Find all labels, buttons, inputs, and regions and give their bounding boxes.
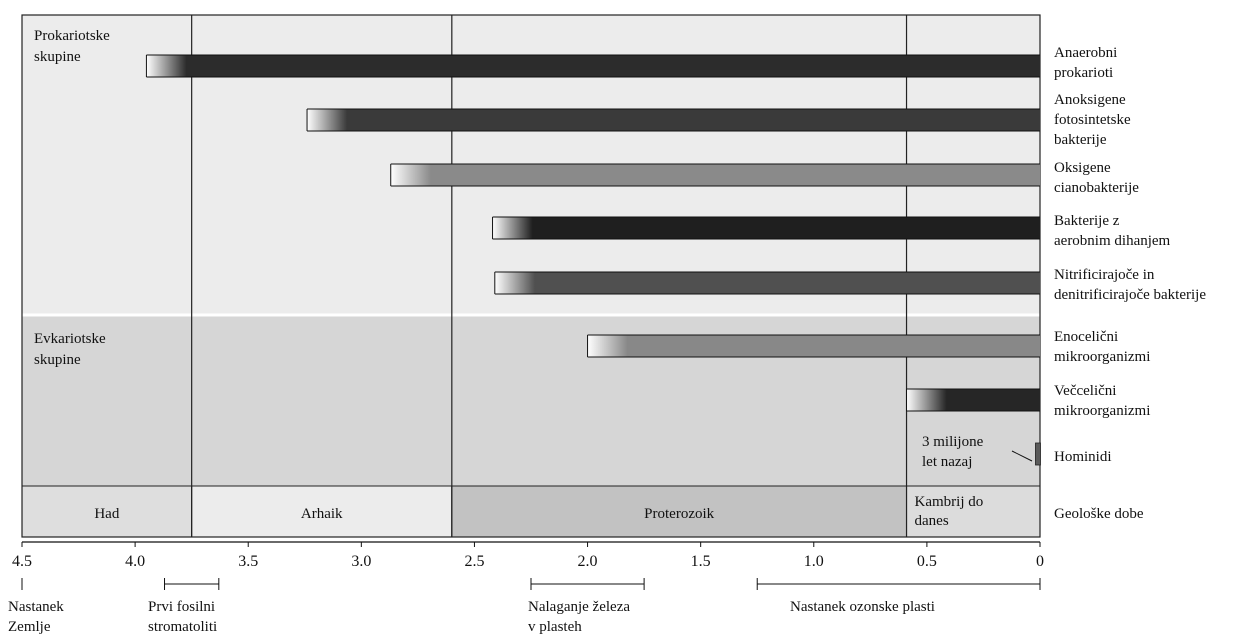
x-axis-tick-label: 2.0	[578, 553, 598, 570]
series-label-line: cianobakterije	[1054, 180, 1139, 196]
series-label-line: Anaerobni	[1054, 45, 1117, 61]
group-label-prokaryotes-line: skupine	[34, 49, 81, 65]
era-label-line: Kambrij do	[915, 494, 984, 510]
series-label-line: mikroorganizmi	[1054, 349, 1150, 365]
series-label: Večcelični mikroorganizmi	[1054, 383, 1150, 419]
series-label: Bakterije z aerobnim dihanjem	[1054, 213, 1171, 249]
bar	[146, 55, 1040, 77]
series-label-line: Oksigene	[1054, 160, 1111, 176]
era-label: Arhaik	[301, 506, 343, 522]
eras-axis-label: Geološke dobe	[1054, 506, 1144, 522]
x-axis-tick-label: 0	[1036, 553, 1044, 570]
event-label-line: Nastanek ozonske plasti	[790, 599, 935, 615]
x-axis-tick-label: 4.5	[12, 553, 32, 570]
series-label: Nitrificirajoče in denitrificirajoče bakt…	[1054, 267, 1206, 303]
hominid-annotation-line: 3 milijone	[922, 434, 984, 450]
x-axis-tick-label: 2.5	[464, 553, 484, 570]
era-label: Had	[94, 506, 119, 522]
series-label-line: Večcelični	[1054, 383, 1116, 399]
era-label: Kambrij do danes	[915, 494, 984, 529]
event-label-line: Nalaganje železa	[528, 599, 630, 615]
series-label: Anoksigene fotosintetske bakterije	[1054, 92, 1131, 148]
annotation-leader-line	[1011, 450, 1033, 462]
series-label: Anaerobni prokarioti	[1054, 45, 1117, 81]
x-axis-tick-label: 1.0	[804, 553, 824, 570]
series-label-line: denitrificirajoče bakterije	[1054, 287, 1206, 303]
era-label-line: danes	[915, 513, 949, 529]
hominid-annotation-line: let nazaj	[922, 454, 972, 470]
bar-hominids	[1035, 442, 1041, 466]
event-label: Nalaganje železa v plasteh	[528, 599, 630, 635]
series-label-line: Bakterije z	[1054, 213, 1120, 229]
event-label: Prvi fosilni stromatoliti	[148, 599, 217, 635]
group-label-prokaryotes: Prokariotske skupine	[34, 28, 110, 65]
x-axis-tick-label: 3.0	[351, 553, 371, 570]
group-label-prokaryotes-line: Prokariotske	[34, 28, 110, 44]
series-label: Oksigene cianobakterije	[1054, 160, 1139, 196]
x-axis-tick-label: 1.5	[691, 553, 711, 570]
era-block	[451, 485, 908, 538]
series-label-line: Anoksigene	[1054, 92, 1126, 108]
series-label-line: fotosintetske	[1054, 112, 1131, 128]
series-label-line: Enocelični	[1054, 329, 1118, 345]
event-label-line: v plasteh	[528, 619, 582, 635]
era-label-line: Had	[94, 506, 119, 522]
series-label: Hominidi	[1054, 449, 1112, 465]
series-label-line: Nitrificirajoče in	[1054, 267, 1155, 283]
series-label-line: aerobnim dihanjem	[1054, 233, 1171, 249]
hominid-annotation: 3 milijone let nazaj	[922, 434, 984, 470]
era-label-line: Proterozoik	[644, 506, 714, 522]
era-block	[191, 485, 453, 538]
era-label-line: Arhaik	[301, 506, 343, 522]
group-label-eukaryotes: Evkariotske skupine	[34, 331, 106, 368]
series-label: Enocelični mikroorganizmi	[1054, 329, 1150, 365]
series-label-line: bakterije	[1054, 132, 1107, 148]
event-label: Nastanek ozonske plasti	[790, 599, 935, 615]
event-label-line: Prvi fosilni	[148, 599, 215, 615]
event-label-line: Nastanek	[8, 599, 64, 615]
bar	[390, 164, 1041, 186]
x-axis-tick-label: 3.5	[238, 553, 258, 570]
series-label-line: prokarioti	[1054, 65, 1113, 81]
x-axis-tick-label: 4.0	[125, 553, 145, 570]
series-label-line: Hominidi	[1054, 449, 1112, 465]
series-label-line: mikroorganizmi	[1054, 403, 1150, 419]
event-label: Nastanek Zemlje	[8, 599, 64, 635]
era-label: Proterozoik	[644, 506, 714, 522]
bar	[587, 335, 1040, 357]
event-label-line: Zemlje	[8, 619, 51, 635]
bar	[307, 109, 1040, 131]
group-label-eukaryotes-line: skupine	[34, 352, 81, 368]
x-axis-tick-label: 0.5	[917, 553, 937, 570]
bar	[906, 389, 1040, 411]
bar	[492, 217, 1040, 239]
bar	[494, 272, 1040, 294]
group-label-eukaryotes-line: Evkariotske	[34, 331, 106, 347]
event-label-line: stromatoliti	[148, 619, 217, 635]
